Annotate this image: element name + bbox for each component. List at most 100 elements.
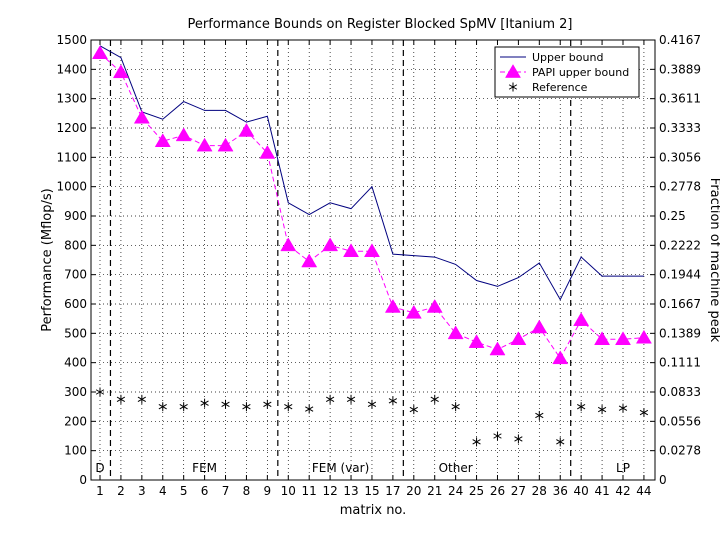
x-tick-label: 10	[281, 484, 296, 498]
group-label: FEM	[192, 461, 217, 475]
y2-tick-label: 0.1667	[659, 297, 701, 311]
x-tick-label: 12	[322, 484, 337, 498]
reference-marker-stroke	[95, 389, 105, 395]
y2-tick-label: 0.0556	[659, 414, 701, 428]
reference-marker-stroke	[597, 406, 607, 413]
papi-marker	[405, 304, 422, 319]
reference-marker-stroke	[514, 436, 523, 442]
papi-marker	[363, 243, 380, 258]
group-labels: D FEM FEM (var) Other LP	[95, 461, 630, 475]
papi-marker	[594, 331, 611, 346]
reference-marker-stroke	[137, 396, 146, 403]
reference-marker-stroke	[116, 396, 126, 403]
group-label: D	[95, 461, 104, 475]
y2-tick-label: 0.3611	[659, 92, 701, 106]
papi-marker	[217, 137, 234, 152]
x-tick-label: 41	[594, 484, 609, 498]
legend-label: Upper bound	[532, 51, 603, 64]
x-tick-label: 15	[364, 484, 379, 498]
papi-marker	[259, 145, 276, 159]
papi-marker	[552, 350, 569, 365]
series-papi-line	[99, 52, 644, 360]
x-tick-label: 3	[138, 484, 146, 498]
group-separators	[109, 40, 572, 480]
x-tick-label: 9	[264, 484, 272, 498]
reference-marker	[325, 394, 335, 404]
y2-tick-label: 0	[659, 473, 667, 487]
y-tick-label: 500	[64, 326, 87, 340]
papi-marker	[510, 331, 527, 346]
reference-marker-stroke	[388, 398, 398, 404]
x-tick-label: 4	[159, 484, 167, 498]
plot-area-frame	[90, 39, 656, 481]
reference-marker	[639, 408, 649, 418]
reference-marker	[472, 437, 481, 447]
reference-marker-stroke	[367, 401, 377, 408]
reference-marker	[263, 399, 272, 409]
reference-marker-stroke	[305, 406, 314, 412]
y-tick-label: 900	[64, 209, 87, 223]
group-label: FEM (var)	[312, 461, 369, 475]
y-tick-label: 600	[64, 297, 87, 311]
reference-marker	[242, 402, 251, 412]
reference-marker	[284, 402, 293, 412]
x-tick-label: 27	[511, 484, 526, 498]
reference-marker	[388, 396, 398, 406]
reference-marker	[409, 405, 418, 415]
y-tick-label: 0	[79, 473, 87, 487]
papi-marker	[426, 299, 443, 313]
reference-marker	[430, 394, 439, 404]
reference-marker-stroke	[493, 433, 502, 439]
reference-marker	[535, 410, 544, 420]
papi-marker	[280, 237, 297, 252]
legend-reference-marker	[508, 82, 518, 92]
y-axis-label: Performance (Mflop/s)	[40, 188, 55, 331]
reference-marker	[158, 402, 167, 412]
reference-marker-stroke	[508, 84, 518, 90]
reference-marker-stroke	[451, 403, 460, 410]
reference-marker-stroke	[556, 439, 565, 445]
y2-tick-label: 0.1944	[659, 268, 701, 282]
y-tick-label: 300	[64, 385, 87, 399]
reference-marker	[137, 394, 146, 404]
reference-marker-stroke	[346, 396, 356, 403]
series-upper-bound-line	[99, 45, 644, 301]
legend-papi-marker	[505, 64, 521, 78]
y2-tick-label: 0.3889	[659, 62, 701, 76]
reference-marker-stroke	[430, 396, 439, 403]
reference-marker-stroke	[221, 401, 230, 408]
x-tick-label: 6	[201, 484, 209, 498]
reference-marker-stroke	[179, 403, 188, 410]
x-tick-label: 1	[96, 484, 104, 498]
y-tick-label: 400	[64, 356, 87, 370]
y2-tick-label: 0.0833	[659, 385, 701, 399]
papi-marker	[238, 123, 255, 137]
chart-title: Performance Bounds on Register Blocked S…	[187, 17, 572, 32]
y2-tick-label: 0.4167	[659, 33, 701, 47]
reference-marker	[200, 398, 209, 408]
reference-marker	[618, 403, 628, 413]
papi-marker	[112, 64, 129, 79]
papi-marker	[468, 334, 485, 348]
y2-tick-label: 0.0278	[659, 444, 701, 458]
y-tick-label: 1400	[56, 62, 87, 76]
y2-tick-label: 0.3056	[659, 150, 701, 164]
reference-marker	[451, 402, 460, 412]
reference-marker	[556, 437, 565, 447]
papi-marker	[531, 319, 548, 334]
x-tick-label: 36	[553, 484, 568, 498]
data-series	[92, 45, 652, 447]
y2-tick-label: 0.1111	[659, 356, 701, 370]
y2-tick-label: 0.1389	[659, 326, 701, 340]
reference-marker	[95, 387, 105, 397]
x-tick-label: 13	[343, 484, 358, 498]
x-tick-label: 26	[490, 484, 505, 498]
y2-axis-label: Fraction of machine peak	[707, 178, 720, 343]
y-tick-label: 1100	[56, 150, 87, 164]
papi-marker	[615, 331, 631, 346]
x-tick-label: 42	[615, 484, 630, 498]
group-label: LP	[616, 461, 630, 475]
papi-marker	[154, 133, 171, 148]
reference-marker	[577, 402, 586, 412]
